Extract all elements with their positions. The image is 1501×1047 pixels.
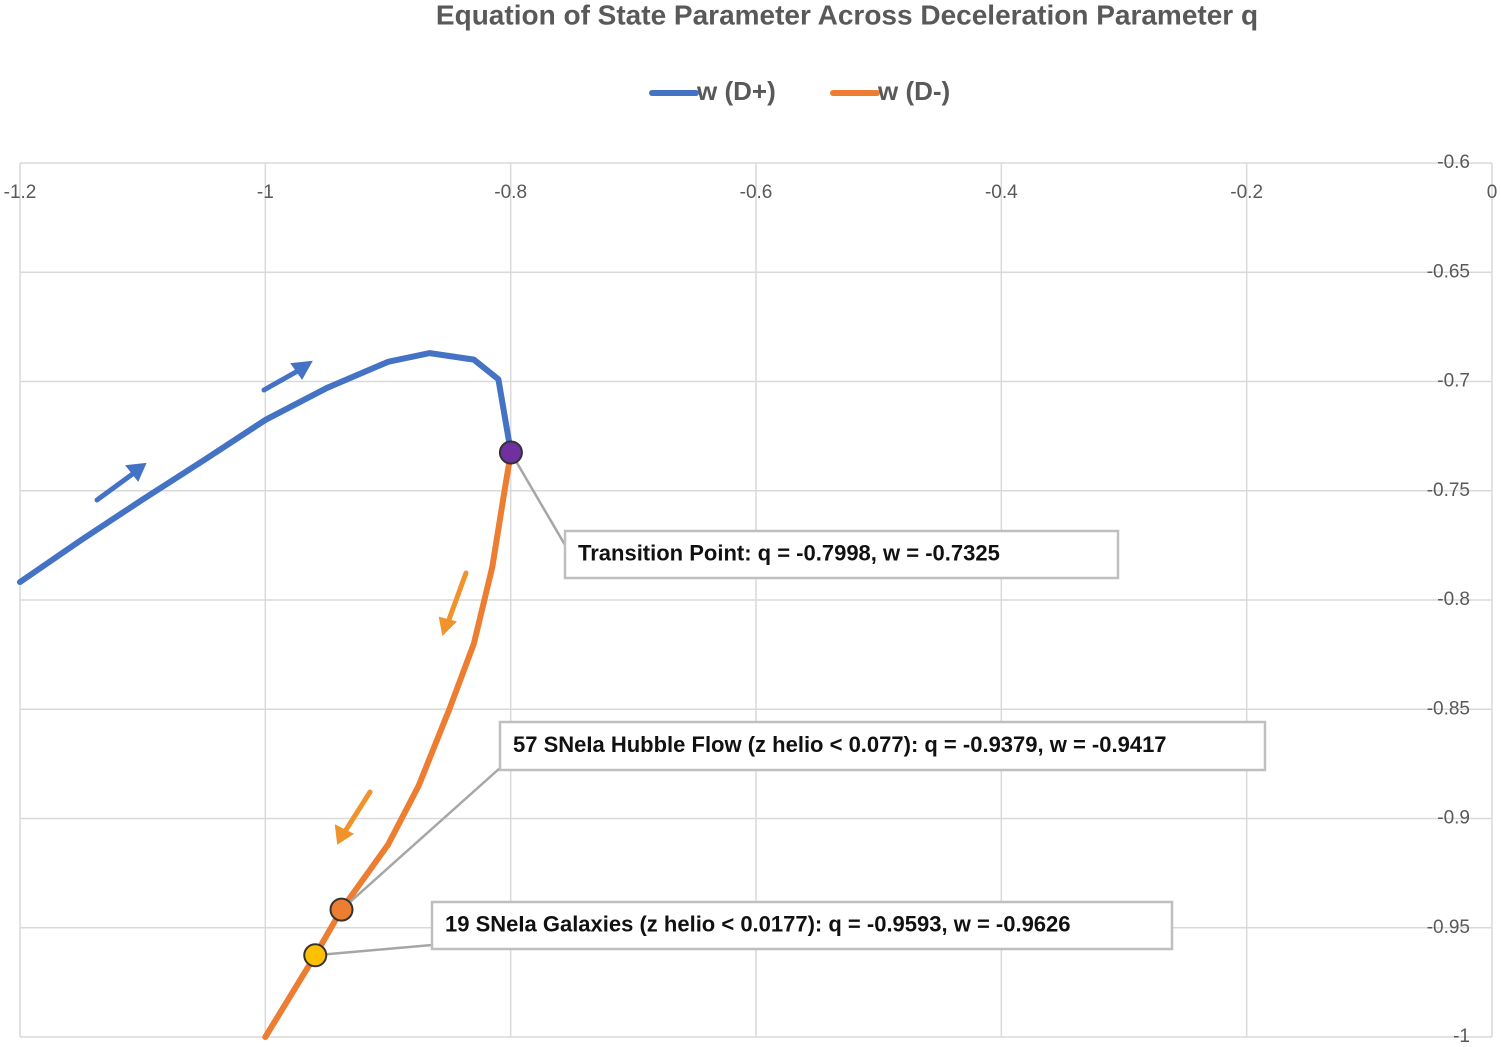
leader-line [509,451,567,546]
y-tick-label: -0.6 [1437,152,1470,173]
x-tick-label: -0.6 [740,182,773,203]
leader-line [340,767,501,911]
y-tick-label: -0.95 [1427,917,1470,938]
legend-label: w (D-) [877,76,950,106]
chart-title: Equation of State Parameter Across Decel… [436,0,1258,30]
series-line [17,350,514,586]
annotation-box [498,720,1267,772]
annotation-marker [498,440,523,465]
x-tick-label: -1.2 [4,182,37,203]
y-tick-label: -1 [1453,1026,1470,1047]
legend-label: w (D+) [696,76,776,106]
leader-line [315,943,433,957]
annotation-marker [303,943,328,968]
series-line [262,449,514,1040]
x-tick-label: -1 [257,182,274,203]
x-tick-label: -0.8 [494,182,527,203]
y-tick-label: -0.75 [1427,480,1470,501]
annotation-text: 57 SNeIa Hubble Flow (z helio < 0.077): … [513,732,1167,757]
y-tick-label: -0.7 [1437,371,1470,392]
annotation-box [430,900,1174,951]
annotation-text: 19 SNeIa Galaxies (z helio < 0.0177): q … [445,911,1071,936]
x-tick-label: -0.4 [985,182,1018,203]
annotation-text: Transition Point: q = -0.7998, w = -0.73… [578,540,1000,565]
x-tick-label: -0.2 [1230,182,1263,203]
y-tick-label: -0.65 [1427,261,1470,282]
y-tick-label: -0.8 [1437,589,1470,610]
direction-arrows [94,360,469,845]
annotation-box [563,529,1120,580]
x-tick-label: 0 [1487,182,1498,203]
annotation-marker [329,897,354,922]
y-tick-label: -0.85 [1427,698,1470,719]
y-tick-label: -0.9 [1437,808,1470,829]
